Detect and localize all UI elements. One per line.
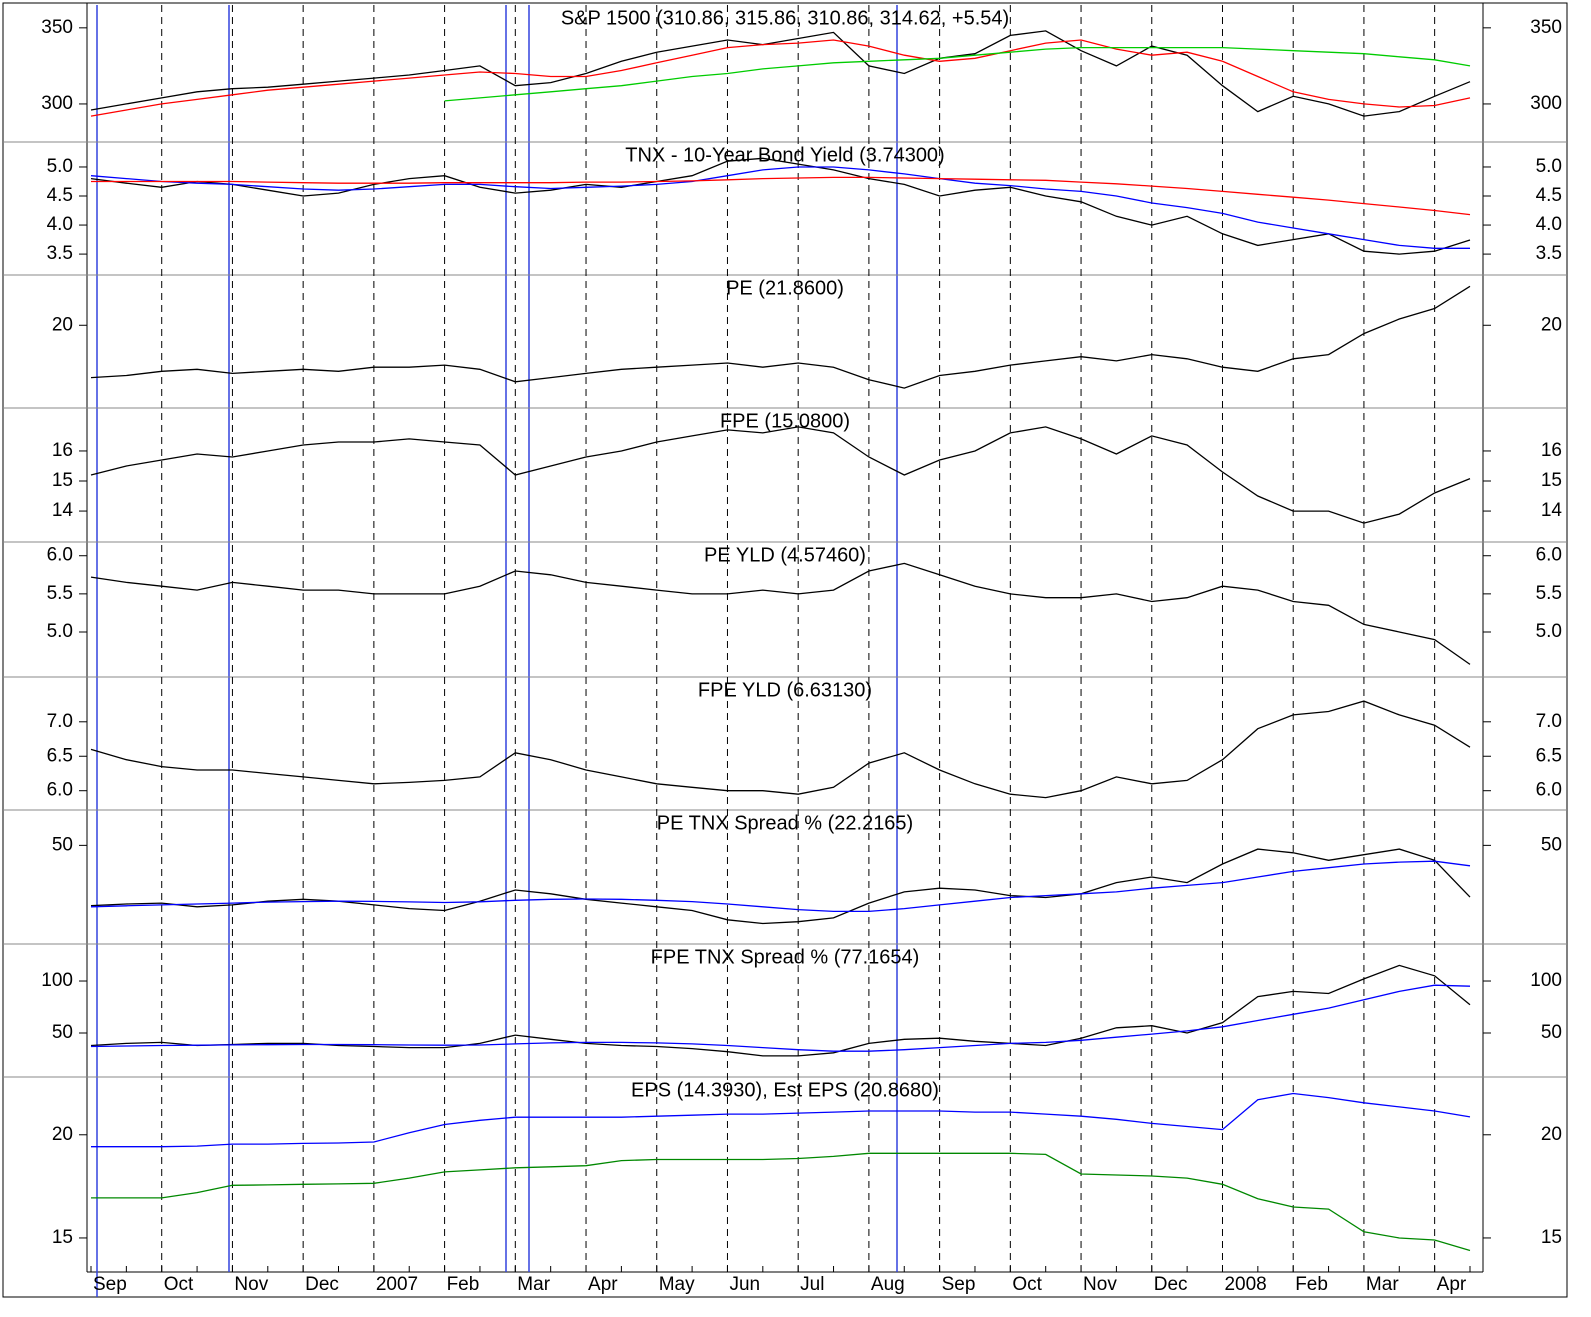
y-tick-label-right: 6.5: [1536, 745, 1562, 766]
y-tick-label-right: 7.0: [1536, 711, 1562, 732]
x-tick-label: Mar: [517, 1274, 550, 1295]
series-line: [90, 157, 1471, 255]
x-tick-label: Apr: [588, 1274, 618, 1295]
panel-title: PE TNX Spread % (22.2165): [657, 812, 913, 834]
panel-title: EPS (14.3930), Est EPS (20.8680): [631, 1079, 939, 1101]
series-line: [90, 285, 1471, 389]
y-tick-label-right: 6.0: [1536, 545, 1562, 566]
y-tick-label-right: 50: [1541, 1022, 1562, 1043]
series-line: [444, 46, 1471, 102]
x-tick-label: Mar: [1366, 1274, 1399, 1295]
series-line: [91, 1092, 1471, 1148]
y-tick-label: 4.0: [47, 214, 73, 235]
y-tick-label-right: 50: [1541, 834, 1562, 855]
y-tick-label-right: 5.0: [1536, 621, 1562, 642]
y-tick-label-right: 16: [1541, 440, 1562, 461]
x-tick-label: Jun: [729, 1274, 760, 1295]
y-tick-label: 20: [52, 314, 73, 335]
x-tick-label: Nov: [234, 1274, 268, 1295]
y-tick-label: 20: [52, 1124, 73, 1145]
y-tick-label: 6.0: [47, 545, 73, 566]
y-tick-label-right: 15: [1541, 1227, 1562, 1248]
y-tick-label-right: 4.5: [1536, 185, 1562, 206]
panel-title: FPE TNX Spread % (77.1654): [651, 946, 920, 968]
series-line: [91, 176, 1471, 216]
x-tick-label: Dec: [1154, 1274, 1188, 1295]
panel-title: TNX - 10-Year Bond Yield (3.74300): [625, 144, 944, 166]
panel-title: S&P 1500 (310.86, 315.86, 310.86, 314.62…: [561, 7, 1009, 29]
y-tick-label: 6.5: [47, 745, 73, 766]
y-tick-label-right: 350: [1530, 17, 1562, 38]
y-tick-label: 100: [41, 970, 73, 991]
y-tick-label: 4.5: [47, 185, 73, 206]
x-tick-label: 2007: [376, 1274, 418, 1295]
panel-title: PE YLD (4.57460): [704, 544, 866, 566]
x-tick-label: Oct: [1012, 1274, 1042, 1295]
y-tick-label-right: 20: [1541, 1124, 1562, 1145]
y-tick-label: 50: [52, 1022, 73, 1043]
series-line: [91, 1152, 1471, 1252]
y-tick-label: 300: [41, 93, 73, 114]
x-tick-label: Sep: [93, 1274, 127, 1295]
y-tick-label-right: 5.0: [1536, 156, 1562, 177]
x-tick-label: Dec: [305, 1274, 339, 1295]
series-line: [90, 700, 1471, 799]
y-tick-label-right: 20: [1541, 314, 1562, 335]
panel-title: PE (21.8600): [726, 277, 844, 299]
y-tick-label-right: 4.0: [1536, 214, 1562, 235]
y-tick-label: 50: [52, 834, 73, 855]
x-tick-label: Feb: [1295, 1274, 1328, 1295]
series-line: [90, 426, 1471, 524]
y-tick-label: 6.0: [47, 780, 73, 801]
y-tick-label-right: 14: [1541, 500, 1563, 521]
x-tick-label: 2008: [1224, 1274, 1266, 1295]
series-line: [90, 30, 1471, 117]
y-tick-label: 5.0: [47, 156, 73, 177]
y-tick-label-right: 5.5: [1536, 583, 1562, 604]
y-tick-label: 15: [52, 470, 73, 491]
y-tick-label-right: 300: [1530, 93, 1562, 114]
series-line: [90, 964, 1471, 1057]
y-tick-label-right: 3.5: [1536, 243, 1562, 264]
x-tick-label: Sep: [942, 1274, 976, 1295]
y-tick-label: 16: [52, 440, 73, 461]
series-line: [90, 562, 1471, 665]
series-line: [90, 166, 1470, 249]
y-tick-label: 5.0: [47, 621, 73, 642]
y-tick-label-right: 100: [1530, 970, 1562, 991]
x-tick-label: Nov: [1083, 1274, 1117, 1295]
series-line: [90, 848, 1471, 925]
x-tick-label: Oct: [164, 1274, 194, 1295]
x-tick-label: May: [659, 1274, 695, 1295]
marker-lines: [96, 5, 898, 1297]
x-tick-label: Feb: [447, 1274, 480, 1295]
x-tick-label: Aug: [871, 1274, 905, 1295]
panel-title: FPE YLD (6.63130): [698, 679, 872, 701]
y-tick-label: 5.5: [47, 583, 73, 604]
series-line: [90, 984, 1471, 1052]
panel-title: FPE (15.0800): [720, 410, 850, 432]
y-tick-label-right: 6.0: [1536, 780, 1562, 801]
y-tick-label: 14: [52, 500, 74, 521]
y-tick-label: 350: [41, 17, 73, 38]
y-tick-label: 15: [52, 1227, 73, 1248]
x-tick-label: Jul: [800, 1274, 824, 1295]
x-tick-label: Apr: [1437, 1274, 1467, 1295]
y-tick-label-right: 15: [1541, 470, 1562, 491]
y-tick-label: 3.5: [47, 243, 73, 264]
frame: [2, 2, 1568, 1298]
series-line: [90, 39, 1471, 117]
series-line: [90, 860, 1471, 913]
y-tick-label: 7.0: [47, 711, 73, 732]
